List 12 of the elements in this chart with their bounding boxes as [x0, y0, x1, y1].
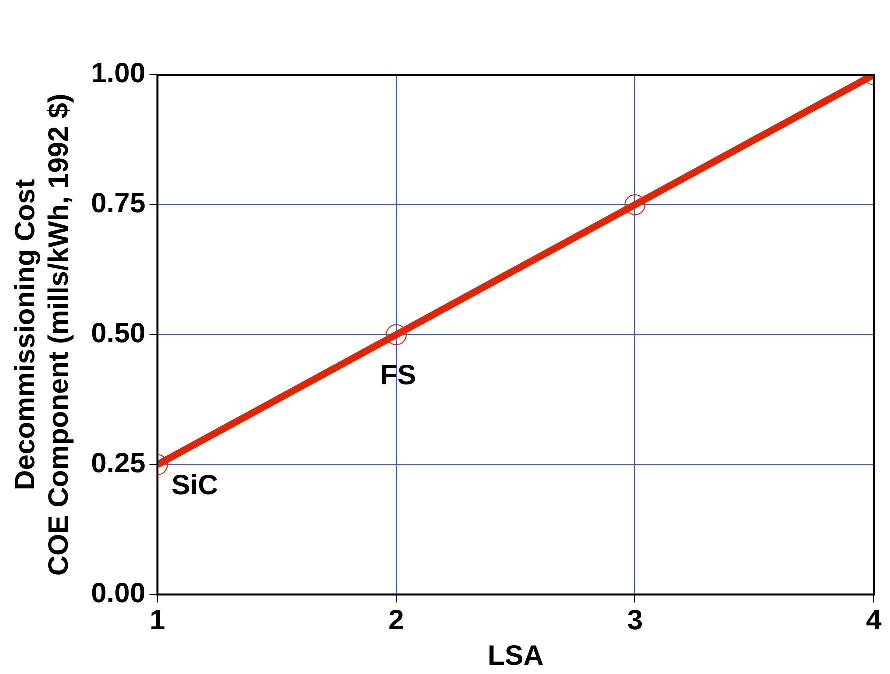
annotation: SiC [172, 470, 218, 501]
y-axis-title: Decommissioning Cost COE Component (mills/kWh, 1992 $) [10, 94, 74, 576]
x-tick-label: 2 [388, 604, 404, 636]
y-tick-label: 0.25 [91, 448, 146, 479]
x-tick-label: 3 [627, 604, 644, 636]
y-tick-label: 0.75 [91, 188, 146, 219]
x-tick-label: 4 [866, 604, 882, 636]
y-tick-label: 0.50 [91, 318, 146, 349]
y-tick-label: 1.00 [91, 58, 146, 89]
x-tick-label: 1 [150, 604, 166, 636]
y-tick-label: 0.00 [91, 578, 146, 609]
x-axis-title: LSA [488, 640, 544, 671]
